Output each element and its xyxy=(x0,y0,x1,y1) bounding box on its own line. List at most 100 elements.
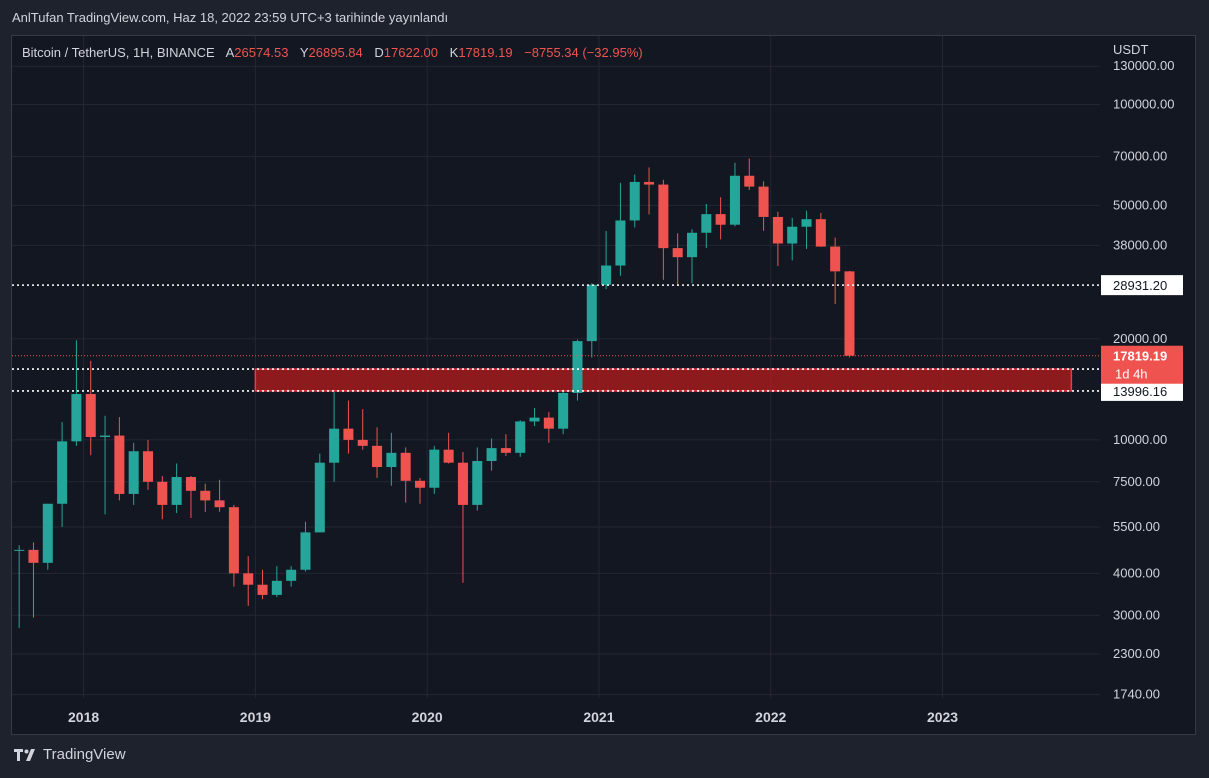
candle-body xyxy=(71,394,82,442)
candle-body xyxy=(443,449,454,463)
support-zone-layer xyxy=(254,368,1073,392)
y-tick-label: 50000.00 xyxy=(1113,197,1167,212)
level-label: 13996.16 xyxy=(1113,384,1167,399)
candle-body xyxy=(157,481,168,505)
candle-body xyxy=(558,392,569,429)
candle-body xyxy=(658,184,669,249)
candle-body xyxy=(85,394,96,437)
open-key: A xyxy=(225,45,235,60)
candle-body xyxy=(500,448,511,453)
candle-body xyxy=(601,265,612,285)
level-label-bg xyxy=(1101,275,1183,296)
brand-name: TradingView xyxy=(43,746,126,763)
candle-body xyxy=(300,532,311,570)
chart-grid xyxy=(12,36,1100,698)
support-zone-rect xyxy=(254,368,1073,392)
candle-body xyxy=(758,186,769,217)
candle-body xyxy=(200,490,211,501)
high-value: 26895.84 xyxy=(308,45,363,60)
candle-body xyxy=(343,428,354,440)
candle-body xyxy=(615,220,626,266)
open-value: 26574.53 xyxy=(234,45,289,60)
candle-body xyxy=(629,181,640,221)
tradingview-logo-icon xyxy=(14,748,35,761)
x-tick-label: 2019 xyxy=(240,709,271,725)
x-tick-label: 2018 xyxy=(68,709,99,725)
candle-body xyxy=(42,503,53,563)
candle-body xyxy=(243,573,254,585)
candles-layer xyxy=(14,158,855,628)
candle-body xyxy=(429,449,440,488)
y-tick-label: 7500.00 xyxy=(1113,474,1160,489)
candle-body xyxy=(686,232,698,258)
candle-body xyxy=(142,451,154,482)
last-price-label: 17819.19 xyxy=(1113,349,1167,364)
candle-body xyxy=(672,248,683,258)
level-label: 28931.20 xyxy=(1113,278,1167,293)
candle-body xyxy=(100,435,111,437)
candle-body xyxy=(772,216,783,244)
tradingview-brand[interactable]: TradingView xyxy=(13,746,126,763)
candle-body xyxy=(114,435,125,494)
close-value: 17819.19 xyxy=(458,45,513,60)
candle-body xyxy=(543,417,554,429)
candle-body xyxy=(228,507,239,574)
y-tick-label: 3000.00 xyxy=(1113,607,1160,622)
high-key: Y xyxy=(299,45,309,60)
symbol-label[interactable]: Bitcoin / TetherUS, 1H, BINANCE xyxy=(22,45,215,60)
candle-body xyxy=(357,439,368,446)
candle-body xyxy=(529,417,540,422)
countdown-label: 1d 4h xyxy=(1115,367,1148,382)
candle-body xyxy=(257,584,268,595)
page-title: AnlTufan TradingView.com, Haz 18, 2022 2… xyxy=(12,10,449,25)
close-key: K xyxy=(449,45,459,60)
y-tick-label: 4000.00 xyxy=(1113,565,1160,580)
candle-body xyxy=(214,500,225,508)
candle-body xyxy=(128,451,139,494)
candle-body xyxy=(515,421,526,453)
y-unit-label: USDT xyxy=(1113,42,1148,57)
candle-body xyxy=(586,284,597,342)
candle-body xyxy=(314,462,325,533)
candle-body xyxy=(472,461,483,505)
candle-body xyxy=(715,214,726,225)
candle-body xyxy=(572,341,583,393)
candle-body xyxy=(486,448,497,462)
candle-body xyxy=(386,452,397,468)
candle-body xyxy=(701,214,712,233)
candle-body xyxy=(57,441,68,504)
change-value: −8755.34 (−32.95%) xyxy=(524,45,643,60)
candle-body xyxy=(329,428,340,463)
y-tick-label: 100000.00 xyxy=(1113,96,1174,111)
candle-body xyxy=(372,445,383,468)
y-tick-label: 2300.00 xyxy=(1113,646,1160,661)
candle-body xyxy=(830,246,841,272)
axes-layer: 130000.00 100000.00 70000.00 50000.00 38000.… xyxy=(68,42,1174,725)
y-tick-label: 130000.00 xyxy=(1113,58,1174,73)
y-tick-label: 10000.00 xyxy=(1113,432,1167,447)
candle-body xyxy=(815,219,826,247)
candle-body xyxy=(729,175,740,225)
candle-body xyxy=(286,569,297,581)
y-tick-label: 70000.00 xyxy=(1113,148,1167,163)
candle-body xyxy=(744,175,755,187)
candle-body xyxy=(414,480,426,488)
x-tick-label: 2022 xyxy=(755,709,786,725)
candle-body xyxy=(787,226,798,244)
chart-legend: Bitcoin / TetherUS, 1H, BINANCE A26574.5… xyxy=(22,45,643,60)
candle-body xyxy=(644,181,655,185)
x-tick-label: 2021 xyxy=(583,709,614,725)
candle-body xyxy=(400,452,411,481)
low-value: 17622.00 xyxy=(383,45,439,60)
candle-body xyxy=(185,477,196,491)
candle-body xyxy=(844,271,855,356)
candle-body xyxy=(271,580,282,595)
candle-body xyxy=(171,477,182,505)
y-tick-label: 5500.00 xyxy=(1113,519,1160,534)
low-key: D xyxy=(374,45,384,60)
candle-body xyxy=(801,219,812,227)
level-label-bg xyxy=(1101,380,1183,401)
candle-body xyxy=(457,462,468,505)
